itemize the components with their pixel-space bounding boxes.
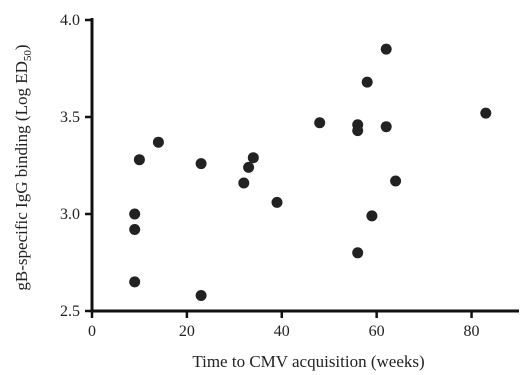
data-point — [380, 43, 392, 55]
y-axis-title-main: gB-specific IgG binding (Log ED — [12, 61, 31, 290]
x-axis-title: Time to CMV acquisition (weeks) — [192, 352, 424, 371]
data-point — [243, 161, 255, 173]
data-point — [271, 196, 283, 208]
y-axis-title: gB-specific IgG binding (Log ED50) — [12, 44, 34, 290]
y-tick-label: 4.0 — [60, 12, 80, 29]
data-point — [480, 107, 492, 119]
data-point — [247, 152, 259, 164]
x-tick-label: 80 — [464, 323, 480, 340]
data-point — [366, 210, 378, 222]
x-axis-ticks: 0 20 40 60 80 — [88, 311, 480, 340]
data-point — [129, 208, 141, 220]
data-point — [361, 76, 373, 88]
x-tick-label: 20 — [179, 323, 195, 340]
data-point — [352, 125, 364, 137]
data-point — [390, 175, 402, 187]
data-point — [195, 158, 207, 170]
x-tick-label: 40 — [274, 323, 290, 340]
data-point — [152, 136, 164, 148]
data-points — [129, 43, 492, 301]
x-tick-label: 0 — [88, 323, 96, 340]
y-axis-ticks: 2.5 3.0 3.5 4.0 — [60, 12, 92, 320]
y-tick-label: 2.5 — [60, 303, 80, 320]
data-point — [133, 154, 145, 166]
y-axis-title-subscript: 50 — [22, 50, 34, 62]
data-point — [238, 177, 250, 189]
x-tick-label: 60 — [369, 323, 385, 340]
data-point — [380, 121, 392, 133]
data-point — [314, 117, 326, 129]
y-axis-title-suffix: ) — [12, 44, 31, 50]
y-tick-label: 3.0 — [60, 206, 80, 223]
y-tick-label: 3.5 — [60, 109, 80, 126]
data-point — [195, 290, 207, 301]
data-point — [352, 247, 364, 259]
data-point — [129, 276, 141, 288]
data-point — [129, 224, 141, 235]
